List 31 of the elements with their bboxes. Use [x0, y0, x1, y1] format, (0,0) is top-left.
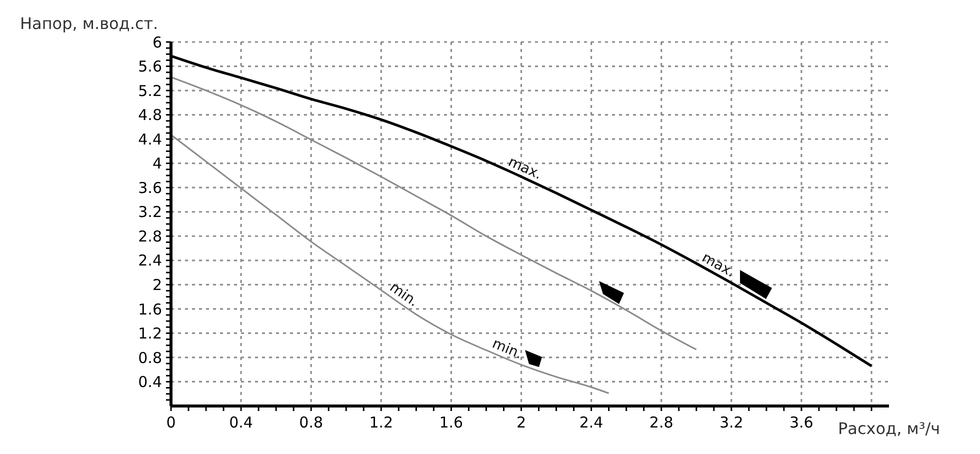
annotation: max. [699, 250, 738, 281]
x-tick-label: 2 [516, 414, 526, 432]
y-tick-label: 2.8 [138, 227, 162, 246]
y-tick-label: 3.2 [138, 203, 162, 222]
y-tick-label: 1.2 [138, 324, 162, 343]
x-tick-label: 3.2 [719, 414, 744, 432]
annotation: min. [386, 280, 422, 310]
annotation: max. [506, 154, 544, 183]
y-tick-label: 4.8 [138, 106, 162, 124]
x-tick-label: 1.6 [439, 414, 464, 432]
y-tick-label: 5.6 [138, 58, 162, 76]
x-tick-label: 1.2 [369, 414, 394, 432]
x-tick-label: 2.4 [579, 414, 604, 432]
y-tick-label: 0.4 [138, 373, 162, 392]
x-tick-label: 0.8 [299, 414, 324, 432]
y-tick-label: 2 [152, 276, 162, 294]
x-tick-label: 3.6 [790, 414, 814, 432]
x-tick-label: 2.8 [649, 414, 674, 432]
x-tick-label: 0 [166, 414, 176, 432]
y-tick-label: 6 [152, 33, 162, 52]
y-axis-title: Напор, м.вод.ст. [20, 14, 158, 33]
y-tick-label: 5.2 [138, 82, 162, 100]
x-axis-title: Расход, м³/ч [838, 419, 940, 438]
y-tick-label: 1.6 [138, 300, 162, 318]
annotation: min. [490, 336, 525, 362]
y-tick-label: 4.4 [138, 130, 162, 148]
y-tick-label: 0.8 [138, 348, 162, 367]
y-tick-label: 3.6 [138, 178, 162, 197]
y-tick-label: 4 [152, 154, 162, 173]
x-tick-label: 0.4 [229, 414, 253, 432]
y-tick-label: 2.4 [138, 252, 162, 270]
